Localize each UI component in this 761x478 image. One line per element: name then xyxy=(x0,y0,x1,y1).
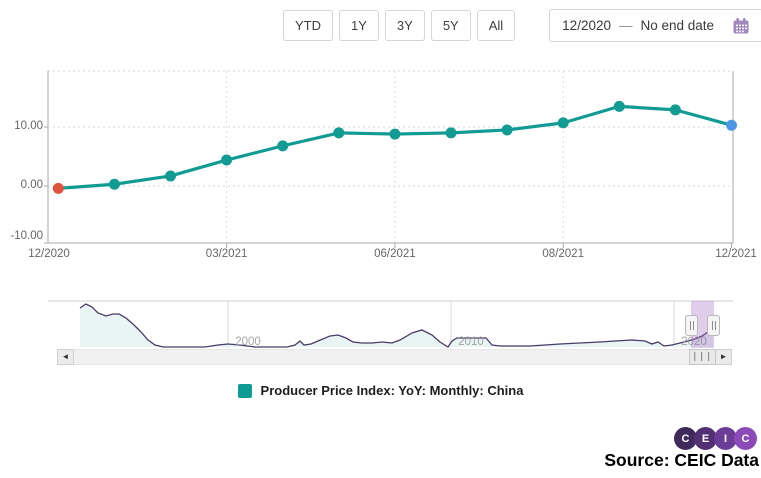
date-range-end-placeholder: No end date xyxy=(640,18,715,33)
data-point[interactable] xyxy=(277,140,289,152)
navigator-handle-left[interactable] xyxy=(685,315,698,336)
x-axis-label: 12/2020 xyxy=(28,248,70,260)
toolbar: YTD 1Y 3Y 5Y All 12/2020 — No end date xyxy=(283,9,761,42)
thumb-grip-icon: ||| xyxy=(692,352,713,362)
data-point[interactable] xyxy=(108,178,120,190)
scrollbar-right-arrow-icon[interactable]: ► xyxy=(715,349,732,365)
navigator-handle-right[interactable] xyxy=(707,315,720,336)
date-range-start: 12/2020 xyxy=(562,18,611,33)
data-point[interactable] xyxy=(445,127,457,139)
data-point[interactable] xyxy=(333,127,345,139)
date-range-picker[interactable]: 12/2020 — No end date xyxy=(549,9,761,42)
data-point[interactable] xyxy=(669,104,681,116)
data-point[interactable] xyxy=(726,119,737,131)
range-button-ytd[interactable]: YTD xyxy=(283,10,333,41)
navigator-area xyxy=(80,304,713,347)
legend-item[interactable]: Producer Price Index: YoY: Monthly: Chin… xyxy=(0,383,761,398)
legend-marker xyxy=(237,383,252,398)
navigator-line xyxy=(79,303,714,348)
legend-label: Producer Price Index: YoY: Monthly: Chin… xyxy=(260,383,524,398)
scrollbar-thumb[interactable]: ||| xyxy=(689,349,716,365)
y-axis-label: -10.00 xyxy=(10,230,43,242)
range-button-all[interactable]: All xyxy=(476,10,516,41)
data-point[interactable] xyxy=(165,170,176,182)
y-axis-label: 10.00 xyxy=(14,120,43,132)
logo-circle-i: I xyxy=(714,427,737,450)
date-range-separator: — xyxy=(618,18,633,33)
logo-circle-c: C xyxy=(674,427,697,450)
data-point[interactable] xyxy=(221,154,233,166)
y-axis-label: 0.00 xyxy=(21,179,43,191)
data-point[interactable] xyxy=(501,124,513,136)
data-point[interactable] xyxy=(613,100,625,112)
logo-circle-c: C xyxy=(734,427,757,450)
navigator-selected-range[interactable] xyxy=(691,301,714,348)
calendar-icon[interactable] xyxy=(732,17,750,35)
handle-grip-icon xyxy=(711,321,716,330)
range-button-5y[interactable]: 5Y xyxy=(430,10,471,41)
x-axis-label: 08/2021 xyxy=(542,248,584,260)
x-axis-label: 03/2021 xyxy=(206,248,248,260)
data-point[interactable] xyxy=(557,117,569,129)
logo-circle-e: E xyxy=(694,427,717,450)
navigator-axis-label: 2000 xyxy=(235,336,261,348)
handle-grip-icon xyxy=(689,321,694,330)
x-axis-label: 06/2021 xyxy=(374,248,416,260)
range-button-3y[interactable]: 3Y xyxy=(384,10,425,41)
data-point[interactable] xyxy=(389,128,401,140)
x-axis-label: 12/2021 xyxy=(715,248,757,260)
data-point[interactable] xyxy=(52,182,64,194)
range-button-1y[interactable]: 1Y xyxy=(339,10,379,41)
navigator-axis-label: 2010 xyxy=(458,336,484,348)
scrollbar-track[interactable] xyxy=(57,349,732,365)
source-attribution: Source: CEIC Data xyxy=(604,450,759,470)
scrollbar-left-arrow-icon[interactable]: ◄ xyxy=(57,349,74,365)
navigator-axis-label: 2020 xyxy=(681,336,707,348)
